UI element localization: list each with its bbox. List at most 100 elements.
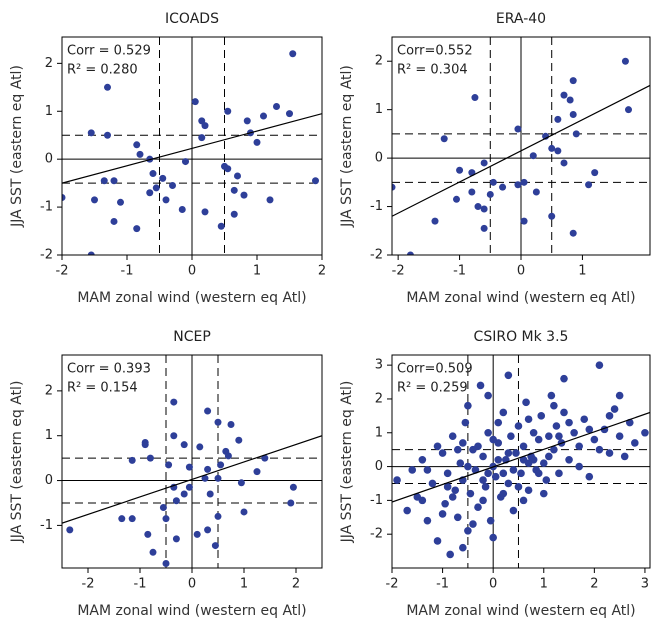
point (178, 205, 186, 213)
point (566, 96, 574, 104)
point (514, 483, 523, 491)
point (438, 510, 447, 518)
point (141, 441, 149, 449)
point (172, 535, 180, 543)
y-tick-label: -2 (370, 248, 383, 263)
point (461, 418, 470, 427)
point (499, 183, 507, 191)
point (162, 196, 170, 204)
point (180, 441, 188, 449)
point (512, 449, 520, 457)
x-tick-label: -2 (386, 577, 399, 592)
point (214, 418, 222, 426)
annotation: Corr = 0.529 (67, 44, 151, 59)
point (509, 506, 518, 515)
point (480, 205, 488, 213)
plot-frame (61, 36, 323, 256)
point (440, 135, 448, 143)
point (162, 515, 170, 523)
point (555, 469, 563, 478)
point (423, 466, 432, 474)
point (100, 177, 108, 185)
point (519, 442, 528, 451)
panel-title: ICOADS (165, 11, 219, 27)
point (575, 462, 583, 471)
point (204, 526, 212, 534)
point (494, 456, 503, 464)
point (193, 530, 201, 538)
point (253, 468, 261, 476)
point (448, 432, 457, 440)
y-axis-label: JJA SST (eastern eq Atl) (9, 381, 25, 544)
point (469, 520, 477, 528)
point (560, 91, 568, 99)
y-tick-label: 2 (375, 54, 383, 69)
point (504, 479, 513, 488)
point (476, 381, 485, 390)
point (172, 497, 180, 505)
y-axis-label: JJA SST (eastern eq Atl) (9, 65, 25, 228)
y-tick-label: -2 (40, 248, 53, 263)
point (133, 141, 141, 149)
point (479, 496, 487, 505)
point (159, 174, 167, 182)
x-tick-label: -1 (436, 577, 449, 592)
point (152, 184, 160, 192)
x-tick-label: 3 (641, 577, 649, 592)
point (204, 407, 212, 415)
point (237, 479, 245, 487)
point (545, 432, 553, 440)
point (560, 159, 568, 167)
x-tick-label: 1 (253, 264, 261, 279)
point (144, 530, 152, 538)
point (185, 483, 193, 491)
point (590, 435, 599, 444)
point (499, 408, 508, 417)
point (539, 489, 548, 498)
x-tick-label: -1 (134, 577, 147, 592)
annotation: Corr = 0.393 (67, 362, 151, 377)
point (471, 94, 479, 102)
point (169, 182, 176, 190)
point (62, 194, 66, 202)
point (620, 452, 629, 461)
point (287, 499, 295, 507)
point (548, 212, 556, 220)
panel-title: ERA-40 (496, 11, 546, 27)
point (474, 442, 482, 451)
x-tick-label: 1 (240, 577, 248, 592)
x-tick-label: 0 (188, 577, 196, 592)
x-tick-label: -2 (56, 264, 69, 279)
point (459, 439, 467, 447)
point (514, 125, 522, 133)
point (170, 432, 178, 440)
point (261, 454, 269, 462)
point (484, 469, 492, 478)
point (464, 401, 472, 410)
point (570, 428, 578, 437)
point (474, 203, 482, 211)
annotation: R² = 0.304 (397, 63, 468, 78)
point (554, 115, 562, 123)
point (625, 106, 632, 114)
panel: NCEP MAM zonal wind (western eq Atl) JJA S… (9, 329, 323, 619)
point (104, 131, 111, 139)
point (615, 391, 624, 400)
point (149, 170, 157, 178)
x-axis-label: MAM zonal wind (western eq Atl) (77, 603, 306, 619)
point (479, 476, 487, 484)
x-tick-label: -2 (392, 264, 405, 279)
y-tick-label: 2 (45, 56, 53, 71)
point (217, 222, 225, 230)
point (165, 461, 173, 469)
point (524, 486, 533, 495)
point (266, 196, 274, 204)
x-tick-label: 0 (188, 264, 196, 279)
point (565, 418, 573, 427)
x-tick-label: 1 (578, 264, 586, 279)
point (260, 112, 267, 120)
point (162, 560, 170, 568)
point (539, 459, 548, 467)
point (393, 476, 401, 484)
